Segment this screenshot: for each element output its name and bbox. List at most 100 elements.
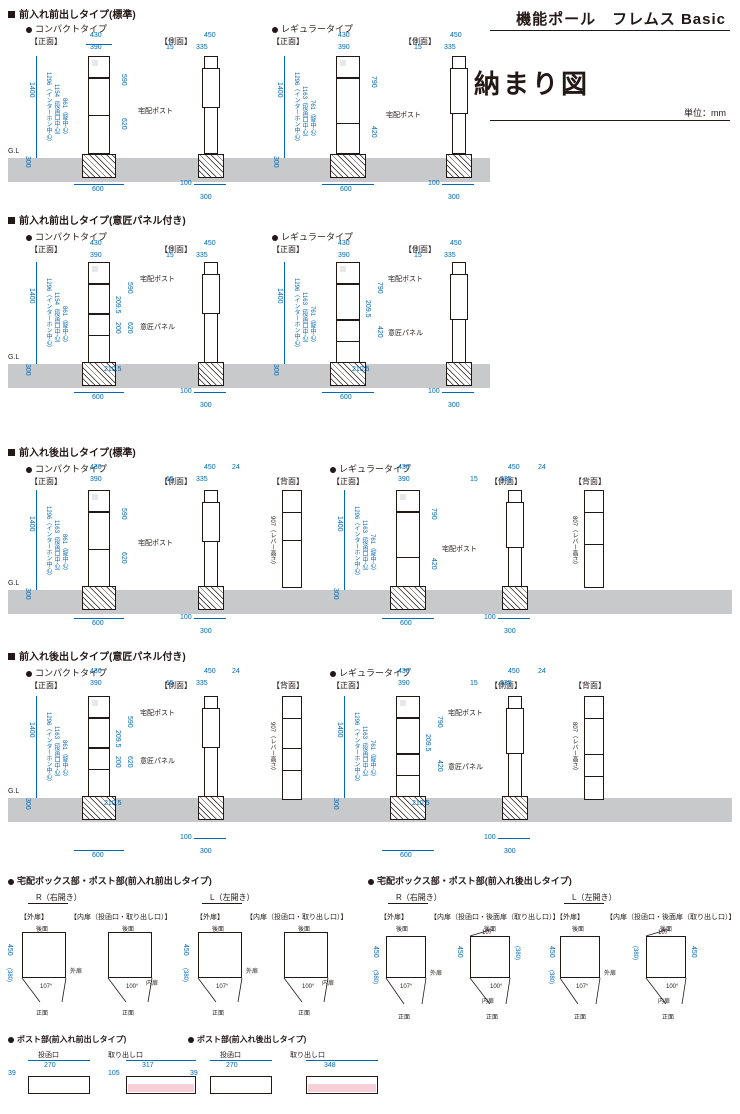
dim-1296-1b: 1296（インターホン中心）: [293, 72, 299, 146]
label-outer-5l: 外扉: [246, 969, 259, 975]
dim-24-4b: 24: [538, 668, 546, 675]
dim-209-4a: 209.5: [114, 730, 121, 748]
dim-15-2a: 15: [166, 252, 174, 259]
dim-100-line-2a: [194, 392, 226, 393]
dim-300-side-1a: 300: [200, 194, 212, 201]
unit-rule: [490, 120, 730, 121]
dim-420-3b: 420: [430, 558, 437, 570]
dim-590-1a: 590: [120, 74, 127, 86]
dim-100-line-1b: [442, 184, 474, 185]
label-front-5r2: 正面: [122, 1011, 135, 1017]
dim-1154-1a: 1154（投函口中心）: [53, 84, 59, 139]
view-outer-6r: 【外扉】: [380, 914, 408, 921]
dim-line-270-7: [28, 1060, 90, 1061]
door-box-6r-outer: [386, 936, 426, 978]
unit-note: 単位：mm: [684, 108, 726, 118]
dim-24-3a: 24: [232, 464, 240, 471]
label-outer-6r: 外扉: [430, 971, 443, 977]
subtitle-compact-4: コンパクトタイプ: [26, 666, 107, 679]
dim-335-3a: 335: [196, 476, 208, 483]
dim-590-4a: 590: [126, 716, 133, 728]
dim-300-side-4a: 300: [200, 848, 212, 855]
dim-1400-line-1b: [284, 56, 285, 158]
dim-1296-2a: 1296（インターホン中心）: [45, 278, 51, 352]
label-back-5l2: 後面: [298, 927, 311, 933]
view-front-2a: 【正面】: [30, 245, 62, 254]
dim-861-2a: 861（錠中心）: [61, 306, 67, 347]
dim-15-4b: 15: [470, 680, 478, 687]
label-inner-5l: 内扉: [322, 981, 335, 987]
dim-105-7: 105: [108, 1070, 120, 1077]
dim-790-3b: 790: [430, 508, 437, 520]
foundation-side-4b: [502, 796, 528, 820]
view-side-2b: 【側面】: [404, 245, 436, 254]
dim-600-3b: 600: [400, 620, 412, 627]
door-box-5r-inner: [108, 932, 152, 978]
dim-420-1b: 420: [370, 126, 377, 138]
postbox-4b: [396, 718, 420, 754]
dim-1400-3a: 1400: [28, 516, 35, 532]
view-inner-5l: 【内扉（投函口・取り出し口）】: [246, 914, 348, 921]
dim-300-3b: 300: [332, 588, 339, 600]
dim-300-side-2a: 300: [200, 402, 212, 409]
subtitle-compact-1: コンパクトタイプ: [26, 22, 107, 35]
dim-line-270-8: [210, 1060, 272, 1061]
dim-300-4a: 300: [24, 798, 31, 810]
dim-15-1b: 15: [414, 44, 422, 51]
view-side-3b: 【側面】: [490, 477, 522, 486]
label-panel-4b: 意匠パネル: [448, 764, 483, 771]
postbox-1a: [88, 78, 110, 116]
dim-335-3b: 335: [500, 476, 512, 483]
dim-209-4b: 209.5: [424, 734, 431, 752]
label-left-open-5: L（左開き）: [210, 893, 255, 902]
postbox-1b: [336, 78, 360, 124]
dim-390-4a: 390: [90, 680, 102, 687]
subtitle-regular-3: レギュラータイプ: [330, 462, 411, 475]
label-post-3b: 宅配ポスト: [442, 546, 477, 553]
dim-1400-4b: 1400: [336, 722, 343, 738]
dim-790-1b: 790: [370, 76, 377, 88]
postbox-4a: [88, 718, 110, 748]
label-outer-6l: 外扉: [604, 971, 617, 977]
dim-107deg-6l2: 107°: [576, 984, 589, 990]
dim-1400-line-3b: [344, 490, 345, 590]
view-back-3a: 【背面】: [272, 477, 304, 486]
label-post-3a: 宅配ポスト: [138, 540, 173, 547]
postbox-2a: [88, 284, 110, 314]
label-post-2b: 宅配ポスト: [388, 276, 423, 283]
label-lever-3b: 807（レバー高さ）: [571, 516, 577, 569]
foundation-side-3a: [198, 586, 224, 610]
takeout-fill-7: [128, 1084, 194, 1092]
dim-1400-4a: 1400: [28, 722, 35, 738]
door-box-6r-inner: [470, 936, 510, 978]
door-box-6l-inner: [646, 936, 686, 978]
dim-209-2a: 209.5: [114, 296, 121, 314]
dim-430-4a: 430: [90, 668, 102, 675]
dim-450-1b: 450: [450, 32, 462, 39]
dim-335-2b: 335: [444, 252, 456, 259]
dim-100-line-1a: [194, 184, 226, 185]
view-side-3a: 【側面】: [160, 477, 192, 486]
slot-box-8: [210, 1076, 272, 1094]
dim-390-3a: 390: [90, 476, 102, 483]
view-front-2b: 【正面】: [272, 245, 304, 254]
intercom-btn-3b: [400, 494, 406, 500]
takeout-fill-8: [308, 1084, 376, 1092]
dim-1296-2b: 1296（インターホン中心）: [293, 278, 299, 352]
dim-107deg-5r: 107°: [40, 984, 53, 990]
header-rule: [490, 30, 730, 31]
dim-1400-2a: 1400: [28, 288, 35, 304]
dim-1400-line-1a: [36, 56, 37, 158]
dim-1154-2a: 1154（投函口中心）: [53, 292, 59, 347]
dim-450-3a: 450: [204, 464, 216, 471]
dim-450-5r: 450: [6, 944, 13, 956]
subtitle-regular-4: レギュラータイプ: [330, 666, 411, 679]
rule-left-6: [564, 903, 604, 904]
dim-200-4a: 200: [114, 756, 121, 768]
dim-861-3a: 861（錠中心）: [61, 534, 67, 575]
dim-390-1b: 390: [338, 44, 350, 51]
label-back-5r2: 後面: [122, 927, 135, 933]
dim-420-4b: 420: [436, 760, 443, 772]
dim-1163-3b: 1163（投函口中心）: [361, 520, 367, 575]
